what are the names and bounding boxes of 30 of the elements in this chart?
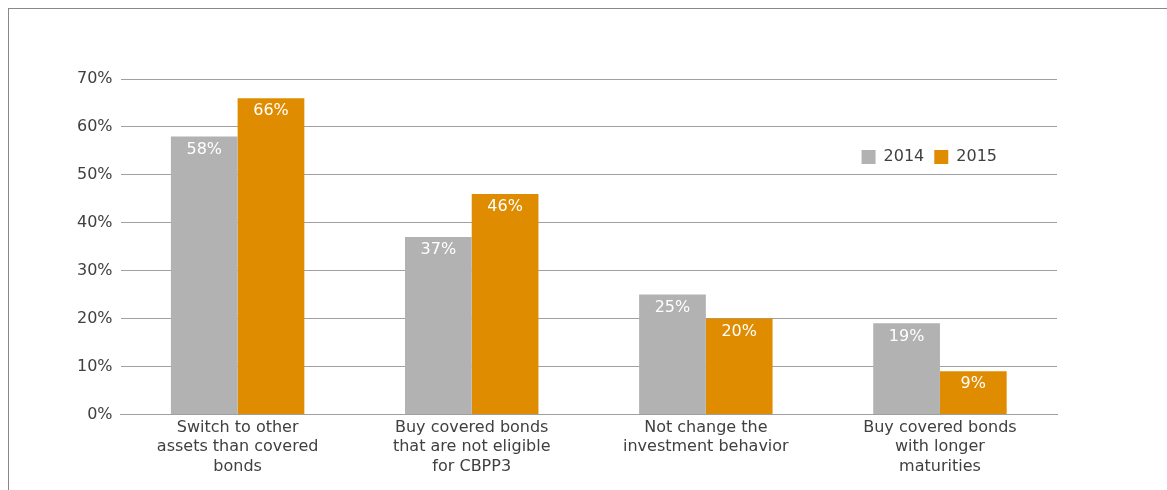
bar [405, 237, 472, 414]
data-label: 25% [654, 296, 691, 316]
bar [639, 294, 706, 414]
x-tick-label: Not change the investment behavior [623, 417, 790, 456]
y-tick-label: 40% [77, 211, 113, 231]
y-tick-label: 60% [77, 116, 113, 136]
data-label: 66% [253, 100, 289, 120]
data-label: 20% [721, 320, 757, 340]
y-tick-label: 70% [77, 68, 113, 88]
data-label: 58% [186, 138, 223, 158]
bar [939, 371, 1007, 414]
y-tick-label: 50% [77, 163, 113, 183]
data-label: 19% [888, 325, 925, 345]
bar [471, 193, 539, 414]
bar [237, 98, 305, 414]
data-label: 46% [487, 196, 523, 216]
bar [705, 318, 773, 414]
legend-label: 2014 [883, 146, 925, 166]
x-tick-label: Switch to other assets than covered bonds [156, 417, 319, 475]
y-tick-label: 0% [87, 403, 113, 423]
data-label: 37% [420, 239, 457, 259]
bar [873, 323, 940, 414]
data-label: 9% [960, 373, 986, 393]
x-tick-label: Buy covered bonds with longer maturities [863, 417, 1017, 475]
bar [170, 136, 238, 414]
legend-label: 2015 [956, 146, 997, 166]
y-tick-label: 30% [77, 259, 113, 279]
x-tick-label: Buy covered bonds that are not eligible for CBPP3 [392, 417, 551, 475]
y-tick-label: 10% [77, 355, 113, 375]
y-tick-label: 20% [77, 307, 113, 327]
